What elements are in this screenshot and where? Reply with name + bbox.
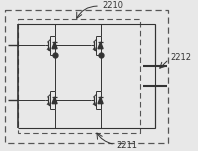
Polygon shape [52, 97, 57, 104]
Text: 2211: 2211 [116, 141, 137, 150]
Text: 2210: 2210 [102, 1, 123, 10]
Text: 2212: 2212 [170, 53, 191, 62]
Polygon shape [98, 42, 103, 49]
Polygon shape [98, 97, 103, 104]
Polygon shape [52, 42, 57, 49]
Bar [18, 19, 140, 133]
Bar [5, 10, 168, 143]
